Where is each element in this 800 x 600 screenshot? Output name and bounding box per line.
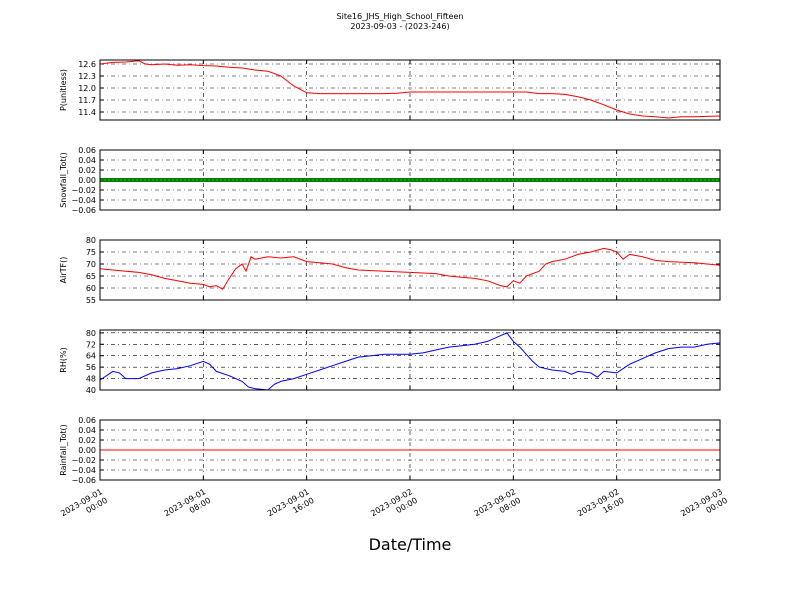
y-tick-label: −0.06 bbox=[71, 476, 96, 485]
y-axis-label: Rainfall_Tot() bbox=[59, 424, 68, 476]
y-tick-label: −0.04 bbox=[71, 466, 96, 475]
plot-frame bbox=[99, 419, 721, 481]
panel-4: 40 48 56 64 72 80 RH(%) bbox=[59, 329, 721, 395]
y-axis-label: P(unitless) bbox=[59, 69, 68, 111]
x-tick-label: 2023-09-0300:00 bbox=[679, 487, 729, 527]
y-tick-label: 70 bbox=[86, 260, 96, 269]
y-tick-label: 0.06 bbox=[78, 416, 96, 425]
y-tick-label: −0.02 bbox=[71, 186, 96, 195]
y-tick-label: 11.4 bbox=[78, 108, 96, 117]
y-tick-label: 64 bbox=[86, 352, 96, 361]
chart-subtitle: 2023-09-03 - (2023-246) bbox=[350, 22, 449, 31]
y-tick-label: 12.0 bbox=[78, 84, 96, 93]
y-tick-label: 72 bbox=[86, 340, 96, 349]
x-tick-label: 2023-09-0216:00 bbox=[576, 487, 626, 527]
y-axis-label: RH(%) bbox=[59, 347, 68, 372]
y-tick-label: 60 bbox=[86, 284, 96, 293]
chart-panels: 11.411.712.012.312.6P(unitless)−0.06−0.0… bbox=[59, 59, 721, 485]
plot-frame bbox=[99, 59, 721, 121]
y-tick-label: 12.3 bbox=[78, 72, 96, 81]
y-tick-label: 0.06 bbox=[78, 146, 96, 155]
y-tick-label: 0.04 bbox=[78, 156, 96, 165]
y-tick-label: 0.00 bbox=[78, 176, 96, 185]
y-tick-label: −0.04 bbox=[71, 196, 96, 205]
x-tick-label: 2023-09-0208:00 bbox=[473, 487, 523, 527]
series-line bbox=[99, 247, 721, 290]
y-tick-label: 0.04 bbox=[78, 426, 96, 435]
y-tick-label: 48 bbox=[86, 375, 96, 384]
chart-title: Site16_JHS_High_School_Fifteen bbox=[337, 12, 464, 21]
x-tick-labels: 2023-09-0100:00 2023-09-0108:00 2023-09-01… bbox=[59, 487, 729, 527]
panel-1: 11.4 11.7 12.0 12.3 12.6 P(unitless) bbox=[59, 59, 721, 121]
panel-3: 55 60 65 70 75 80 AirTF() bbox=[59, 236, 721, 305]
x-tick-label: 2023-09-0100:00 bbox=[59, 487, 109, 527]
x-tick-label: 2023-09-0200:00 bbox=[369, 487, 419, 527]
y-tick-label: 0.00 bbox=[78, 446, 96, 455]
x-tick-label: 2023-09-0108:00 bbox=[163, 487, 213, 527]
y-tick-label: 0.02 bbox=[78, 166, 96, 175]
y-tick-label: 55 bbox=[86, 296, 96, 305]
y-tick-label: 75 bbox=[86, 248, 96, 257]
series-line bbox=[99, 60, 721, 119]
x-tick-label: 2023-09-0116:00 bbox=[266, 487, 316, 527]
y-tick-label: 12.6 bbox=[78, 60, 96, 69]
y-tick-label: 11.7 bbox=[78, 96, 96, 105]
panel-2: −0.06−0.04−0.020.000.020.040.06 Snowfall_… bbox=[59, 146, 721, 215]
y-tick-label: 65 bbox=[86, 272, 96, 281]
plot-frame bbox=[99, 149, 721, 211]
y-tick-label: 56 bbox=[86, 363, 96, 372]
y-tick-label: 40 bbox=[86, 386, 96, 395]
y-tick-label: 0.02 bbox=[78, 436, 96, 445]
y-axis-label: Snowfall_Tot() bbox=[59, 152, 68, 208]
y-tick-label: −0.02 bbox=[71, 456, 96, 465]
x-axis-label: Date/Time bbox=[369, 535, 452, 554]
plot-frame bbox=[99, 239, 721, 301]
y-axis-label: AirTF() bbox=[59, 257, 68, 284]
series-line bbox=[99, 332, 721, 391]
y-tick-label: −0.06 bbox=[71, 206, 96, 215]
y-tick-label: 80 bbox=[86, 329, 96, 338]
plot-frame bbox=[99, 329, 721, 391]
y-tick-label: 80 bbox=[86, 236, 96, 245]
panel-5: −0.06−0.04−0.020.000.020.040.06 Rainfall_… bbox=[59, 416, 721, 485]
